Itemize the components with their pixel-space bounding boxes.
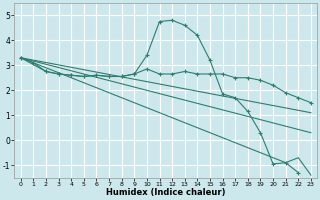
- X-axis label: Humidex (Indice chaleur): Humidex (Indice chaleur): [106, 188, 226, 197]
